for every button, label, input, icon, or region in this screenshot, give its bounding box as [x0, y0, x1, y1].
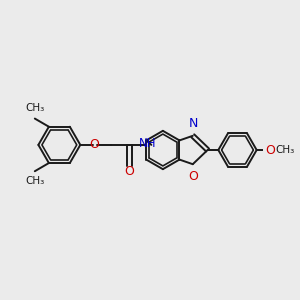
Text: CH₃: CH₃: [25, 176, 44, 186]
Text: O: O: [266, 143, 275, 157]
Text: CH₃: CH₃: [25, 103, 44, 113]
Text: N: N: [189, 117, 198, 130]
Text: O: O: [124, 165, 134, 178]
Text: O: O: [89, 138, 99, 152]
Text: CH₃: CH₃: [276, 145, 295, 155]
Text: NH: NH: [139, 137, 157, 150]
Text: O: O: [188, 170, 198, 183]
